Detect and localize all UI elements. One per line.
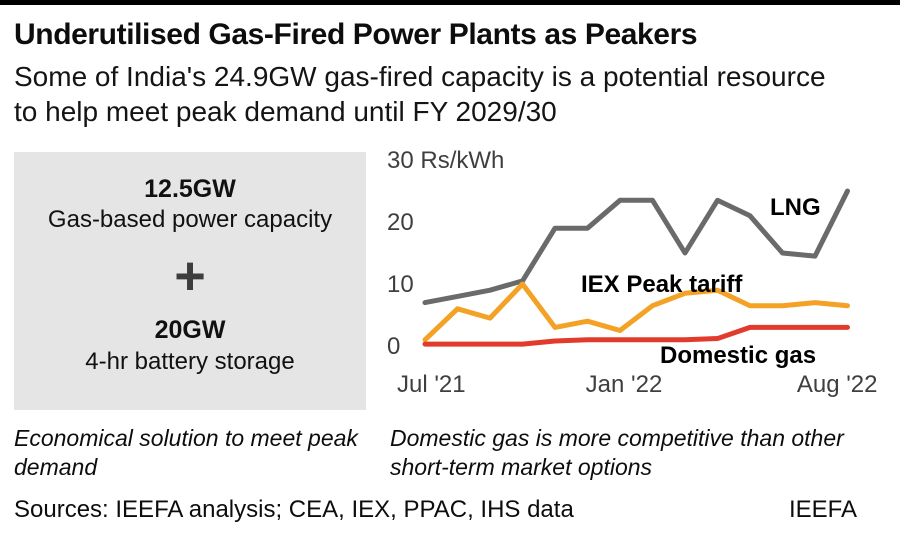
battery-storage-label: 4-hr battery storage xyxy=(85,347,295,375)
series-label-domestic-gas: Domestic gas xyxy=(660,342,816,369)
credit-label: IEEFA xyxy=(788,496,857,523)
sources-note: Sources: IEEFA analysis; CEA, IEX, PPAC,… xyxy=(14,496,574,523)
top-border xyxy=(0,0,900,5)
page-subtitle: Some of India's 24.9GW gas-fired capacit… xyxy=(14,61,826,127)
y-tick-label: 20 xyxy=(387,209,414,236)
series-line-iex-peak-tariff xyxy=(422,281,850,343)
gas-capacity-value: 12.5GW xyxy=(144,175,236,203)
y-tick-label: 30 Rs/kWh xyxy=(387,147,504,174)
gas-capacity-label: Gas-based power capacity xyxy=(47,206,333,234)
left-caption: Economical solution to meet peak demand xyxy=(14,425,358,480)
x-tick-label: Aug '22 xyxy=(797,371,878,398)
battery-storage-value: 20GW xyxy=(154,316,226,345)
y-tick-label: 10 xyxy=(387,271,414,298)
chart-area: 30 Rs/kWh 20 10 0 Jul '21 Jan '22 Aug '22 LNG IE… xyxy=(383,146,888,408)
price-chart: 30 Rs/kWh 20 10 0 Jul '21 Jan '22 Aug '22 LNG IE… xyxy=(387,147,878,398)
page-title: Underutilised Gas-Fired Power Plants as … xyxy=(14,18,698,51)
series-line-lng xyxy=(422,188,850,306)
x-tick-label: Jan '22 xyxy=(586,371,663,398)
capacity-panel: 12.5GW Gas-based power capacity + 20GW 4… xyxy=(14,152,366,410)
series-label-iex-peak-tariff: IEX Peak tariff xyxy=(581,271,743,298)
chart-caption: Domestic gas is more competitive than ot… xyxy=(390,425,844,480)
series-line-domestic-gas xyxy=(422,324,850,347)
x-tick-label: Jul '21 xyxy=(397,371,466,398)
y-tick-label: 0 xyxy=(387,333,400,360)
plus-icon: + xyxy=(174,246,206,307)
series-label-lng: LNG xyxy=(770,194,821,221)
